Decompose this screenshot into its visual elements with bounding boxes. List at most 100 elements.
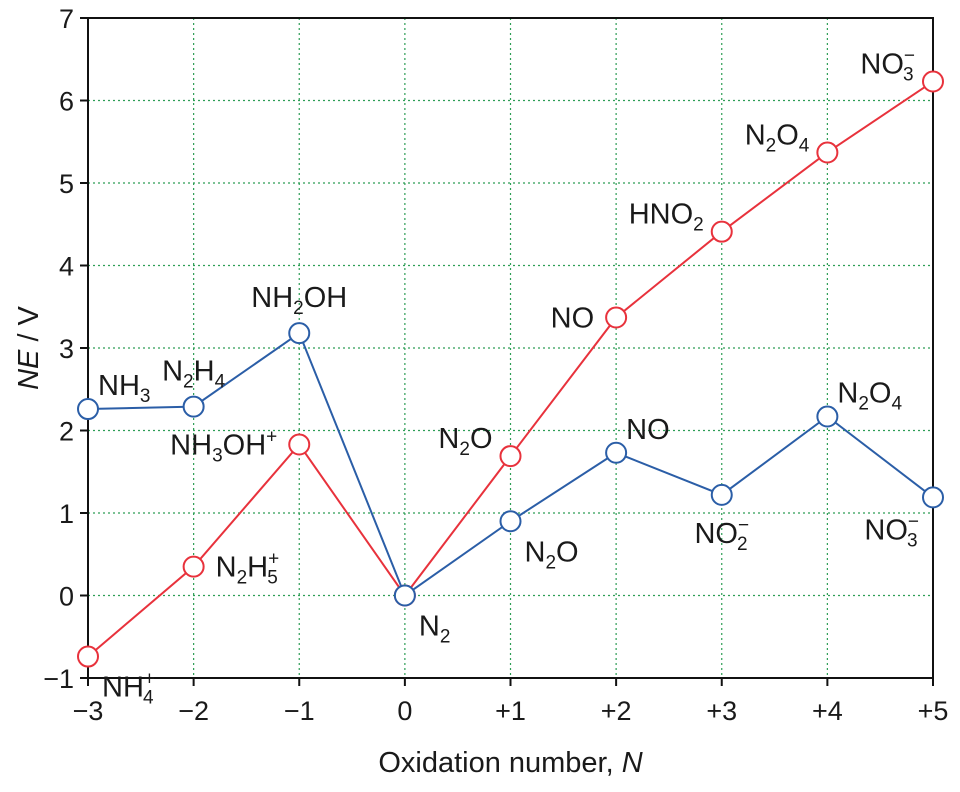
- point-label-part: 2: [737, 534, 748, 555]
- x-axis-title: Oxidation number, N: [378, 747, 642, 779]
- point-label-part: 3: [907, 530, 918, 551]
- point-label-part: −: [738, 515, 749, 536]
- x-axis-title-text: Oxidation number,: [378, 747, 621, 779]
- point-label: N2O4: [745, 119, 810, 156]
- x-tick-label: 0: [397, 696, 412, 726]
- data-point: [77, 645, 99, 668]
- point-label-part: 3: [140, 386, 151, 407]
- point-label-part: NO: [694, 518, 738, 550]
- data-point: [605, 306, 628, 329]
- point-label-part: N: [216, 552, 237, 584]
- point-label: NO− 2: [694, 515, 749, 555]
- data-point: [816, 405, 839, 428]
- y-tick-label: 0: [59, 582, 74, 612]
- point-label-part: O: [556, 536, 579, 568]
- data-point: [922, 486, 944, 509]
- point-label-part: O: [470, 423, 493, 455]
- point-label-part: H: [247, 552, 268, 584]
- x-tick-label: −2: [178, 696, 209, 726]
- point-label: NO: [626, 414, 670, 446]
- x-tick-label: −1: [284, 696, 315, 726]
- point-label-part: 4: [891, 393, 902, 414]
- data-point: [816, 141, 839, 164]
- point-label-part: H: [194, 356, 215, 388]
- point-label-part: +: [266, 427, 277, 448]
- point-label-part: 2: [545, 552, 556, 573]
- y-tick-label: 3: [59, 334, 74, 364]
- point-label-part: 2: [693, 215, 704, 236]
- data-point: [710, 483, 733, 506]
- point-label-part: N: [162, 356, 183, 388]
- point-label-part: NO: [864, 514, 908, 546]
- point-label-part: N: [438, 423, 459, 455]
- data-point: [288, 322, 311, 345]
- point-label-part: N: [419, 611, 440, 643]
- point-label: NO− 3: [864, 511, 919, 551]
- point-label-part: HNO: [629, 199, 693, 231]
- point-label-part: NO: [626, 414, 670, 446]
- y-tick-label: 7: [59, 4, 74, 34]
- x-tick-label: +5: [918, 696, 949, 726]
- point-label-part: NH: [98, 370, 140, 402]
- point-label-part: 2: [183, 372, 194, 393]
- point-label-part: 2: [459, 439, 470, 460]
- point-label-part: NH: [102, 672, 144, 704]
- point-label-part: O: [869, 377, 892, 409]
- point-label-part: N: [745, 119, 766, 151]
- point-label-part: OH: [223, 430, 267, 462]
- data-point: [393, 584, 416, 607]
- point-label-part: 4: [143, 688, 154, 709]
- point-label-part: NO: [860, 49, 904, 81]
- series: [77, 70, 944, 668]
- point-label-part: 2: [766, 135, 777, 156]
- data-point: [182, 555, 205, 578]
- point-label-part: 2: [293, 298, 304, 319]
- point-label-part: NH: [170, 430, 212, 462]
- point-label-part: OH: [304, 282, 348, 314]
- point-label-part: NO: [551, 302, 595, 334]
- point-label: N2H4: [162, 356, 225, 393]
- x-tick-label: −3: [73, 696, 104, 726]
- point-label-part: +: [144, 669, 155, 690]
- x-tick-label: +1: [495, 696, 526, 726]
- y-axis-title-var: NE: [13, 349, 45, 390]
- y-tick-label: −1: [43, 664, 74, 694]
- data-point: [288, 433, 311, 456]
- y-tick-label: 6: [59, 87, 74, 117]
- point-label-part: −: [904, 46, 915, 67]
- point-label-part: N: [837, 377, 858, 409]
- point-label: NH+ 4: [102, 669, 155, 709]
- point-label: NO− 3: [860, 46, 915, 86]
- point-label-part: 4: [215, 372, 226, 393]
- y-tick-label: 2: [59, 417, 74, 447]
- point-label-part: 2: [858, 393, 869, 414]
- x-tick-label: +4: [812, 696, 843, 726]
- point-label-part: 5: [267, 568, 278, 589]
- y-axis-title: NE / V: [13, 305, 45, 389]
- y-tick-label: 1: [59, 499, 74, 529]
- point-label: NH3: [98, 370, 150, 407]
- point-label-part: N: [525, 536, 546, 568]
- point-label: NH2OH: [251, 282, 347, 319]
- x-tick-label: +2: [601, 696, 632, 726]
- point-label-part: O: [776, 119, 799, 151]
- point-label-part: NH: [251, 282, 293, 314]
- point-label: N2O: [525, 536, 579, 573]
- point-label: N2O: [438, 423, 492, 460]
- point-label-part: 4: [799, 135, 810, 156]
- point-label: N2: [419, 611, 451, 648]
- point-label: NH3OH+: [170, 427, 277, 467]
- point-label: N2H+ 5: [216, 549, 280, 589]
- data-point: [77, 398, 99, 421]
- point-label-part: +: [268, 549, 279, 570]
- point-label-part: 3: [903, 65, 914, 86]
- data-point: [605, 441, 628, 464]
- data-point: [710, 220, 733, 243]
- x-axis-title-var: N: [622, 747, 643, 779]
- point-label: HNO2: [629, 199, 704, 236]
- point-label: N2O4: [837, 377, 902, 414]
- y-tick-label: 5: [59, 169, 74, 199]
